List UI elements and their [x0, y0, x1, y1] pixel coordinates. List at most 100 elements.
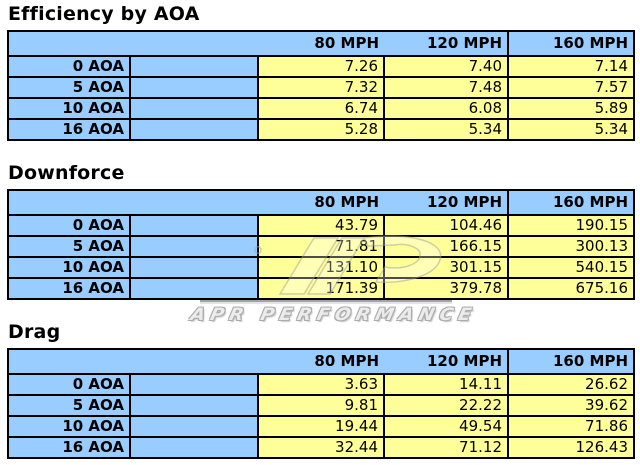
table-row: 10 AOA 19.44 49.54 71.86: [7, 415, 635, 438]
section-downforce: Downforce 80 MPH 120 MPH 160 MPH 0 AOA 4…: [7, 161, 640, 300]
table-title: Efficiency by AOA: [8, 3, 200, 25]
value-cell[interactable]: 71.12: [383, 436, 509, 459]
value-cell[interactable]: 301.15: [383, 256, 509, 279]
table-row: 16 AOA 32.44 71.12 126.43: [7, 436, 635, 459]
value-cell[interactable]: 14.11: [383, 373, 509, 396]
row-label-cell[interactable]: 5 AOA: [7, 235, 131, 258]
header-spacer-cell: [130, 189, 258, 216]
value-cell[interactable]: 675.16: [507, 277, 635, 300]
value-cell[interactable]: 7.40: [383, 55, 509, 78]
data-table: 80 MPH 120 MPH 160 MPH 0 AOA 43.79 104.4…: [7, 189, 635, 300]
value-cell[interactable]: 7.14: [507, 55, 635, 78]
value-cell[interactable]: 9.81: [257, 394, 385, 417]
header-spacer-cell: [7, 189, 130, 216]
row-label-cell[interactable]: 16 AOA: [7, 277, 131, 300]
section-efficiency: Efficiency by AOA 80 MPH 120 MPH 160 MPH…: [7, 2, 640, 141]
table-row: 0 AOA 3.63 14.11 26.62: [7, 373, 635, 396]
blank-cell[interactable]: [129, 436, 259, 459]
header-spacer-cell: [130, 30, 258, 57]
column-header-cell[interactable]: 160 MPH: [507, 189, 635, 216]
value-cell[interactable]: 6.08: [383, 97, 509, 120]
value-cell[interactable]: 5.28: [257, 118, 385, 141]
table-row: 0 AOA 43.79 104.46 190.15: [7, 214, 635, 237]
value-cell[interactable]: 5.89: [507, 97, 635, 120]
row-label-cell[interactable]: 16 AOA: [7, 118, 131, 141]
row-label-cell[interactable]: 5 AOA: [7, 76, 131, 99]
column-header-cell[interactable]: 120 MPH: [384, 189, 508, 216]
column-header-cell[interactable]: 160 MPH: [507, 348, 635, 375]
row-label-cell[interactable]: 0 AOA: [7, 373, 131, 396]
data-table: 80 MPH 120 MPH 160 MPH 0 AOA 3.63 14.11 …: [7, 348, 635, 459]
row-label-cell[interactable]: 10 AOA: [7, 256, 131, 279]
row-label-cell[interactable]: 5 AOA: [7, 394, 131, 417]
row-label-cell[interactable]: 0 AOA: [7, 214, 131, 237]
value-cell[interactable]: 131.10: [257, 256, 385, 279]
value-cell[interactable]: 190.15: [507, 214, 635, 237]
blank-cell[interactable]: [129, 55, 259, 78]
column-header-cell[interactable]: 160 MPH: [507, 30, 635, 57]
value-cell[interactable]: 104.46: [383, 214, 509, 237]
blank-cell[interactable]: [129, 277, 259, 300]
header-spacer-cell: [130, 348, 258, 375]
table-row: 5 AOA 7.32 7.48 7.57: [7, 76, 635, 99]
blank-cell[interactable]: [129, 415, 259, 438]
header-row: 80 MPH 120 MPH 160 MPH: [7, 189, 635, 216]
blank-cell[interactable]: [129, 76, 259, 99]
table-row: 0 AOA 7.26 7.40 7.14: [7, 55, 635, 78]
column-header-cell[interactable]: 80 MPH: [258, 348, 384, 375]
value-cell[interactable]: 166.15: [383, 235, 509, 258]
header-spacer-cell: [7, 348, 130, 375]
value-cell[interactable]: 5.34: [383, 118, 509, 141]
header-spacer-cell: [7, 30, 130, 57]
value-cell[interactable]: 379.78: [383, 277, 509, 300]
value-cell[interactable]: 49.54: [383, 415, 509, 438]
table-row: 10 AOA 131.10 301.15 540.15: [7, 256, 635, 279]
value-cell[interactable]: 71.86: [507, 415, 635, 438]
value-cell[interactable]: 540.15: [507, 256, 635, 279]
header-row: 80 MPH 120 MPH 160 MPH: [7, 30, 635, 57]
row-label-cell[interactable]: 0 AOA: [7, 55, 131, 78]
value-cell[interactable]: 6.74: [257, 97, 385, 120]
blank-cell[interactable]: [129, 373, 259, 396]
value-cell[interactable]: 26.62: [507, 373, 635, 396]
value-cell[interactable]: 171.39: [257, 277, 385, 300]
value-cell[interactable]: 19.44: [257, 415, 385, 438]
value-cell[interactable]: 32.44: [257, 436, 385, 459]
blank-cell[interactable]: [129, 214, 259, 237]
column-header-cell[interactable]: 80 MPH: [258, 30, 384, 57]
header-row: 80 MPH 120 MPH 160 MPH: [7, 348, 635, 375]
value-cell[interactable]: 22.22: [383, 394, 509, 417]
value-cell[interactable]: 71.81: [257, 235, 385, 258]
row-label-cell[interactable]: 10 AOA: [7, 415, 131, 438]
value-cell[interactable]: 7.26: [257, 55, 385, 78]
table-row: 5 AOA 71.81 166.15 300.13: [7, 235, 635, 258]
blank-cell[interactable]: [129, 118, 259, 141]
data-table: 80 MPH 120 MPH 160 MPH 0 AOA 7.26 7.40 7…: [7, 30, 635, 141]
value-cell[interactable]: 3.63: [257, 373, 385, 396]
table-row: 16 AOA 171.39 379.78 675.16: [7, 277, 635, 300]
blank-cell[interactable]: [129, 97, 259, 120]
row-label-cell[interactable]: 10 AOA: [7, 97, 131, 120]
column-header-cell[interactable]: 120 MPH: [384, 348, 508, 375]
column-header-cell[interactable]: 120 MPH: [384, 30, 508, 57]
table-title: Drag: [8, 321, 61, 343]
value-cell[interactable]: 7.32: [257, 76, 385, 99]
value-cell[interactable]: 7.48: [383, 76, 509, 99]
table-row: 5 AOA 9.81 22.22 39.62: [7, 394, 635, 417]
column-header-cell[interactable]: 80 MPH: [258, 189, 384, 216]
table-row: 16 AOA 5.28 5.34 5.34: [7, 118, 635, 141]
value-cell[interactable]: 126.43: [507, 436, 635, 459]
row-label-cell[interactable]: 16 AOA: [7, 436, 131, 459]
value-cell[interactable]: 43.79: [257, 214, 385, 237]
value-cell[interactable]: 5.34: [507, 118, 635, 141]
section-drag: Drag 80 MPH 120 MPH 160 MPH 0 AOA 3.63: [7, 320, 640, 459]
blank-cell[interactable]: [129, 235, 259, 258]
value-cell[interactable]: 300.13: [507, 235, 635, 258]
blank-cell[interactable]: [129, 394, 259, 417]
table-title: Downforce: [8, 162, 125, 184]
value-cell[interactable]: 39.62: [507, 394, 635, 417]
value-cell[interactable]: 7.57: [507, 76, 635, 99]
blank-cell[interactable]: [129, 256, 259, 279]
